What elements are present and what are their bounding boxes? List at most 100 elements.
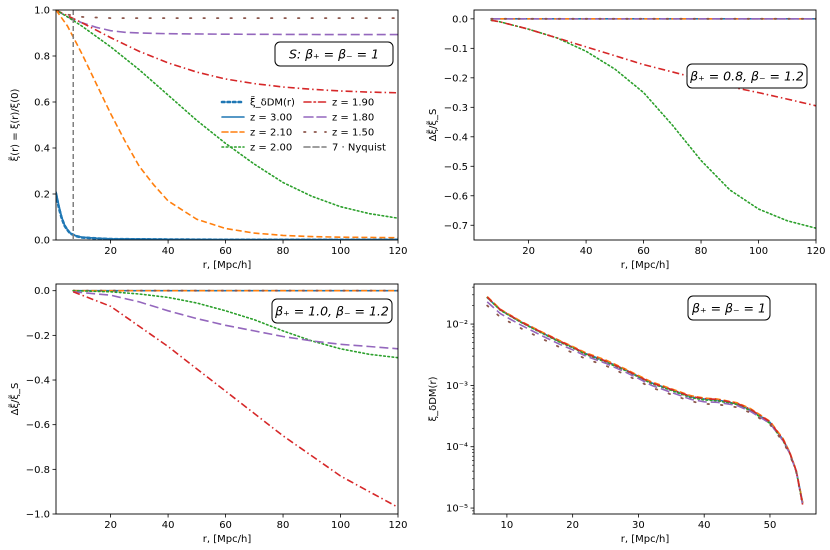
y-tick-label: −0.3 <box>444 103 468 114</box>
annotation-box-frame <box>686 63 808 89</box>
y-tick-label: −0.6 <box>26 420 50 431</box>
plot-frame <box>55 9 399 241</box>
series-line <box>56 10 398 20</box>
series-line <box>486 304 804 507</box>
panel-p1: 20 40 60 80 100 120 0.0 0.2 0.4 0.6 0.8 1.0 r, [Mpc/… <box>7 6 407 272</box>
x-tick-label: 20 <box>566 520 579 531</box>
x-tick-label: 60 <box>637 246 650 257</box>
x-tick-label: 40 <box>162 520 175 531</box>
y-tick-label: 0.0 <box>34 236 50 247</box>
y-tick-label: −0.1 <box>444 44 468 55</box>
series-group <box>490 17 816 229</box>
x-tick-label: 100 <box>331 246 350 257</box>
series-line <box>490 19 816 229</box>
y-tick-label: 1.0 <box>34 6 50 17</box>
series-line <box>56 191 398 240</box>
panel-p4: 10 20 30 40 50 10⁻² 10⁻³ 10⁻⁴ 10⁻⁵ r, [Mpc/h] ξ_δD… <box>428 283 817 545</box>
annotation-box-frame <box>271 298 393 324</box>
legend-label: z = 1.80 <box>332 113 374 124</box>
series-group <box>72 289 398 509</box>
annotation-box: β₊ = 1.0, β₋ = 1.2 <box>271 298 393 324</box>
y-tick-label: 0.6 <box>34 98 50 109</box>
y-tick-label: 0.8 <box>34 52 50 63</box>
legend-label: z = 1.50 <box>332 128 374 139</box>
series-line <box>72 289 398 359</box>
legend-label: z = 3.00 <box>250 113 292 124</box>
annotation-text: β₊ = β₋ = 1 <box>691 301 766 316</box>
annotation-text: β₊ = 0.8, β₋ = 1.2 <box>689 69 804 84</box>
x-tick-label: 20 <box>522 246 535 257</box>
y-axis-label: ξ_δDM(r) <box>428 376 439 421</box>
y-tick-label: 10⁻⁵ <box>446 504 468 515</box>
x-tick-label: 40 <box>698 520 711 531</box>
x-tick-label: 120 <box>806 246 825 257</box>
series-line <box>73 291 398 350</box>
x-axis-label: r, [Mpc/h] <box>203 534 252 545</box>
series-line <box>486 296 804 506</box>
panel-p3: 20 40 60 80 100 120 0.0 −0.2 −0.4 −0.6 −0.8 −1.0 r, … <box>7 283 408 545</box>
x-tick-label: 60 <box>219 520 232 531</box>
plot-frame <box>473 9 817 241</box>
y-tick-label: 0.2 <box>34 190 50 201</box>
x-axis-label: r, [Mpc/h] <box>621 534 670 545</box>
x-tick-label: 100 <box>331 520 350 531</box>
series-line <box>486 296 804 504</box>
x-tick-label: 40 <box>162 246 175 257</box>
x-tick-label: 40 <box>580 246 593 257</box>
annotation-text: β₊ = 1.0, β₋ = 1.2 <box>274 304 389 319</box>
y-tick-label: −0.7 <box>444 221 468 232</box>
annotation-text: S: β₊ = β₋ = 1 <box>289 47 379 62</box>
legend-label: 7 · Nyquist <box>332 143 386 154</box>
legend-label: z = 1.90 <box>332 98 374 109</box>
series-line <box>56 10 398 239</box>
x-tick-label: 50 <box>764 520 777 531</box>
series-line <box>486 301 804 506</box>
y-tick-label: −0.5 <box>444 162 468 173</box>
y-tick-label: 0.4 <box>34 144 50 155</box>
x-tick-label: 20 <box>104 246 117 257</box>
annotation-box-frame <box>274 41 394 67</box>
x-axis-label: r, [Mpc/h] <box>203 260 252 271</box>
annotation-box: β₊ = β₋ = 1 <box>687 295 771 321</box>
x-tick-label: 20 <box>104 520 117 531</box>
x-tick-label: 100 <box>749 246 768 257</box>
y-tick-label: −0.2 <box>444 73 468 84</box>
y-axis-label: Δξ̃/ξ̃_S <box>425 109 439 142</box>
y-axis-label: Δξ̃/ξ̃_S <box>7 383 21 416</box>
y-tick-label: −0.2 <box>26 331 50 342</box>
x-tick-label: 80 <box>277 246 290 257</box>
y-tick-label: −1.0 <box>26 510 50 521</box>
x-axis-label: r, [Mpc/h] <box>621 260 670 271</box>
y-tick-label: 10⁻² <box>446 320 468 331</box>
y-tick-label: 10⁻⁴ <box>446 442 468 453</box>
y-tick-label: −0.8 <box>26 465 50 476</box>
x-tick-label: 80 <box>695 246 708 257</box>
series-line <box>56 10 398 219</box>
series-line <box>56 10 398 94</box>
series-group <box>486 296 804 507</box>
y-tick-label: 0.0 <box>452 14 468 25</box>
annotation-box: β₊ = 0.8, β₋ = 1.2 <box>686 63 808 89</box>
series-line <box>56 192 398 240</box>
x-tick-label: 80 <box>277 520 290 531</box>
y-tick-label: 10⁻³ <box>446 381 468 392</box>
series-line <box>491 19 816 107</box>
y-tick-label: −0.4 <box>444 132 468 143</box>
legend-label: ξ̃_δDM(r) <box>250 95 295 109</box>
x-tick-label: 120 <box>388 520 407 531</box>
x-tick-label: 120 <box>388 246 407 257</box>
x-tick-label: 10 <box>501 520 514 531</box>
annotation-box-frame <box>687 295 771 321</box>
series-line <box>56 10 398 36</box>
legend-label: z = 2.00 <box>250 143 292 154</box>
x-tick-label: 60 <box>219 246 232 257</box>
x-tick-label: 30 <box>632 520 645 531</box>
y-tick-label: 0.0 <box>34 286 50 297</box>
y-tick-label: −0.4 <box>26 376 50 387</box>
legend-label: z = 2.10 <box>250 128 292 139</box>
legend: ξ̃_δDM(r)z = 3.00 z = 2.10 z = 2.00 z = 1.9… <box>220 95 386 154</box>
y-axis-label: ξ̃(r) = ξ(r)/ξ(0) <box>7 88 21 161</box>
series-line <box>72 291 398 509</box>
y-tick-label: −0.6 <box>444 191 468 202</box>
